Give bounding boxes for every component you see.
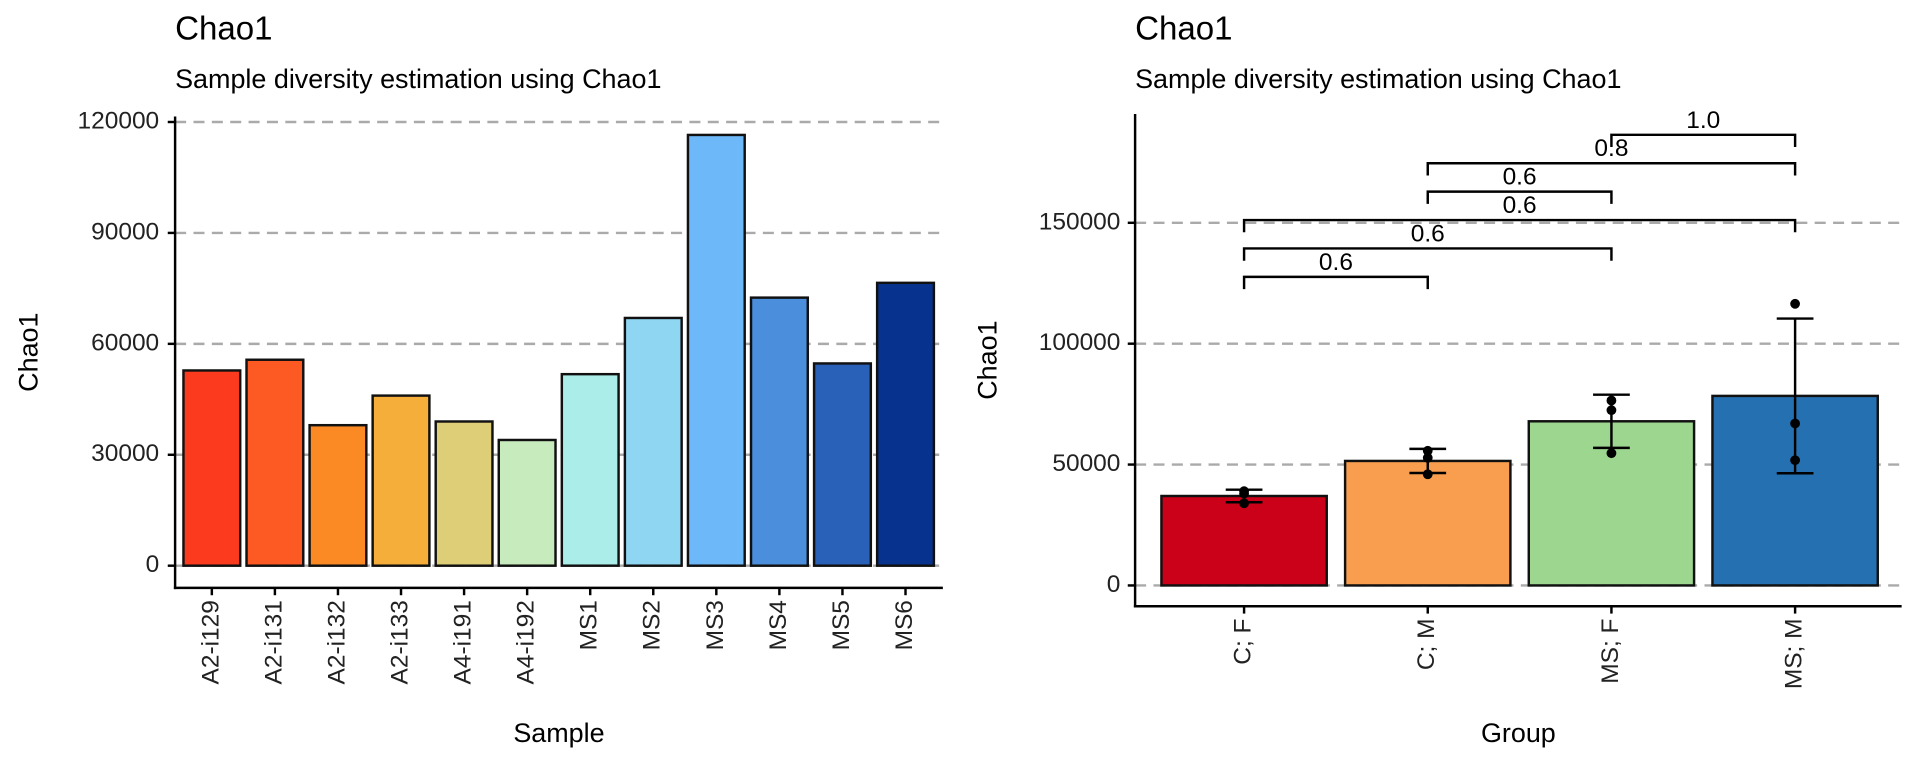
bar [749, 296, 809, 567]
data-point [1790, 418, 1800, 429]
x-axis-title: Sample [513, 718, 604, 748]
y-tick-label: 60000 [91, 329, 159, 356]
bar [245, 358, 305, 567]
y-tick-label: 150000 [1039, 208, 1121, 235]
bracket-label: 0.6 [1503, 192, 1537, 219]
x-tick-label: A4-i192 [513, 600, 540, 684]
y-axis-title: Chao1 [972, 320, 1002, 399]
y-tick-label: 100000 [1039, 329, 1121, 356]
bar [308, 423, 368, 567]
bar [1343, 459, 1512, 587]
bar [875, 281, 936, 567]
y-tick-label: 90000 [91, 218, 159, 245]
bar [686, 133, 746, 567]
data-point [1239, 498, 1249, 509]
bar [434, 420, 494, 567]
y-tick-label: 0 [1107, 571, 1121, 598]
significance-bracket [1426, 190, 1613, 204]
data-point [1790, 298, 1800, 309]
x-tick-label: MS3 [702, 600, 729, 650]
x-tick-label: MS2 [639, 600, 666, 650]
x-axis-title: Group [1481, 718, 1556, 748]
bar [560, 372, 620, 567]
chart-title: Chao1 [175, 10, 272, 47]
x-tick-label: MS1 [576, 600, 603, 650]
significance-bracket [1242, 247, 1613, 261]
data-point [1606, 405, 1617, 416]
bar [812, 362, 873, 567]
bracket-label: 0.6 [1319, 249, 1353, 276]
chart-title: Chao1 [1135, 10, 1232, 47]
y-tick-label: 120000 [78, 107, 160, 134]
significance-bracket [1242, 218, 1797, 233]
y-axis-title: Chao1 [14, 312, 44, 391]
bar [623, 316, 683, 567]
x-tick-label: C; F [1230, 618, 1257, 664]
x-tick-label: A2-i131 [260, 600, 287, 684]
x-tick-label: A4-i191 [450, 600, 477, 684]
bar [1160, 494, 1328, 587]
data-point [1606, 448, 1617, 459]
bracket-label: 0.6 [1411, 220, 1445, 247]
bar [371, 394, 431, 567]
x-tick-label: A2-i132 [323, 600, 350, 684]
data-point [1422, 452, 1433, 463]
data-point [1606, 395, 1617, 406]
data-point [1239, 486, 1249, 497]
significance-bracket [1426, 162, 1797, 176]
data-point [1790, 455, 1800, 466]
y-tick-label: 30000 [91, 440, 159, 467]
bracket-label: 1.0 [1686, 107, 1720, 134]
x-tick-label: MS; F [1597, 618, 1624, 683]
x-tick-label: MS4 [765, 600, 792, 650]
x-tick-label: A2-i133 [386, 600, 413, 684]
data-point [1422, 469, 1433, 480]
y-tick-label: 50000 [1052, 450, 1120, 477]
x-tick-label: C; M [1413, 618, 1440, 670]
chart-subtitle: Sample diversity estimation using Chao1 [1135, 64, 1621, 94]
x-tick-label: A2-i129 [197, 600, 224, 684]
x-tick-label: MS; M [1781, 618, 1808, 689]
significance-bracket [1610, 133, 1797, 148]
x-tick-label: MS5 [828, 600, 855, 650]
chart-subtitle: Sample diversity estimation using Chao1 [175, 64, 661, 94]
bracket-label: 0.6 [1503, 164, 1537, 191]
y-tick-label: 0 [146, 551, 160, 578]
bar [182, 369, 242, 567]
bar [497, 438, 557, 567]
x-tick-label: MS6 [891, 600, 918, 650]
data-point [1422, 445, 1433, 456]
significance-bracket [1242, 275, 1429, 290]
